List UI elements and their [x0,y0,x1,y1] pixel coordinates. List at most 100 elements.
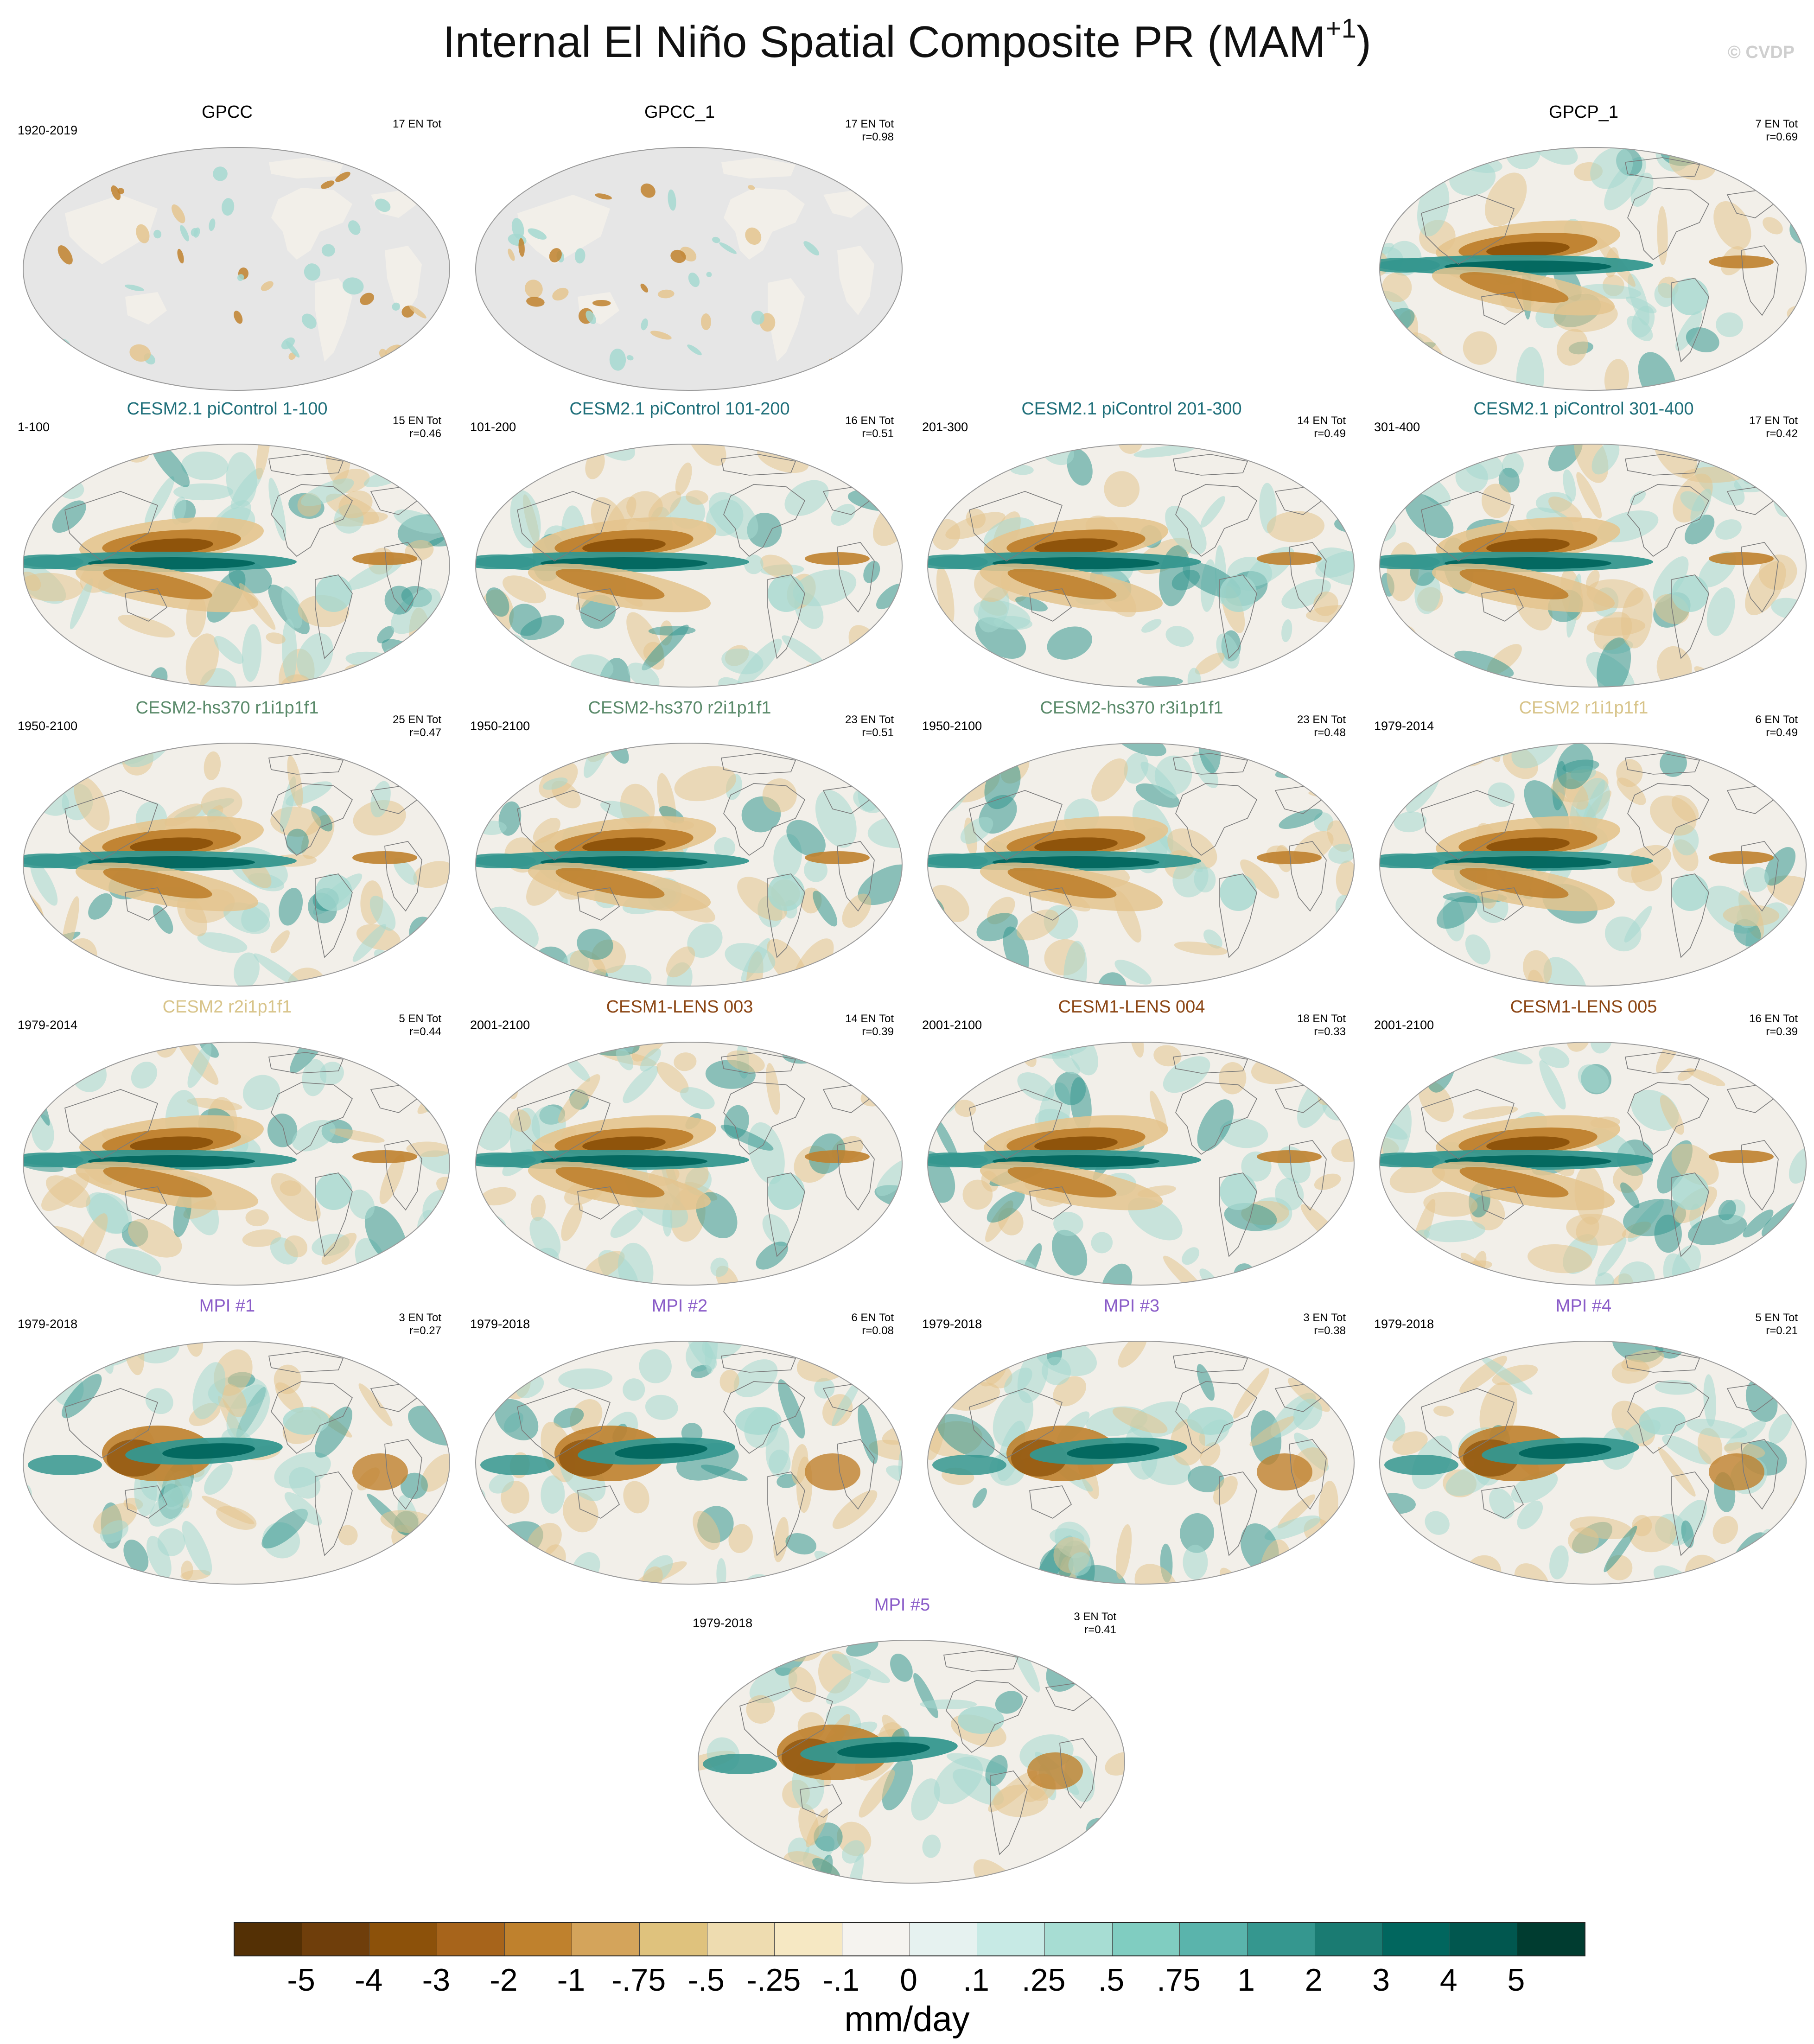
world-map [1375,144,1811,394]
panel-mpi-4: MPI #4 1979-2018 5 EN Tot r=0.21 [1366,1296,1807,1592]
panel-years: 1979-2018 [470,1317,530,1331]
panel-title: CESM2.1 piControl 201-300 [1021,399,1242,419]
copyright-mark: © CVDP [1727,43,1795,62]
panel-title: CESM2 r1i1p1f1 [1519,698,1649,718]
world-map-plot [698,1640,1125,1884]
panel-title: CESM2 r2i1p1f1 [162,997,292,1017]
world-map-plot [475,1341,903,1585]
colorbar-swatch [437,1923,505,1955]
colorbar-tick-label: -.5 [687,1962,725,1998]
panel-title: MPI #3 [1103,1296,1160,1316]
world-map-plot [23,147,450,391]
world-map-plot [23,1341,450,1585]
world-map-plot [475,743,903,987]
colorbar-tick-label: -1 [557,1962,586,1998]
world-map-plot [1379,444,1807,688]
world-map-plot [927,444,1355,688]
panel-title: GPCC_1 [644,102,715,122]
panel-years: 1950-2100 [470,719,530,733]
world-map-plot [927,1042,1355,1286]
colorbar-units: mm/day [844,1999,970,2039]
colorbar-tick-label: .75 [1157,1962,1201,1998]
panel-years: 1950-2100 [18,719,78,733]
colorbar-tick-label: .1 [963,1962,989,1998]
panel-stats: 3 EN Tot r=0.41 [1074,1611,1116,1636]
panel-title: GPCC [202,102,253,122]
world-map-plot [1379,1341,1807,1585]
panel-stats: 14 EN Tot r=0.49 [1297,414,1346,440]
panel-cesm1-lens-003: CESM1-LENS 003 2001-2100 14 EN Tot r=0.39 [462,997,903,1293]
colorbar-swatch [707,1923,775,1955]
world-map-plot [475,147,903,391]
colorbar [234,1922,1585,1956]
panel-title: CESM2.1 piControl 301-400 [1473,399,1694,419]
colorbar-swatch [235,1923,302,1955]
world-map-plot [475,444,903,688]
colorbar-swatch [302,1923,370,1955]
world-map-plot [927,1341,1355,1585]
figure-title: Internal El Niño Spatial Composite PR (M… [443,13,1371,67]
panel-gpcp-1: GPCP_1 7 EN Tot r=0.69 [1366,102,1807,399]
panel-stats: 23 EN Tot r=0.48 [1297,713,1346,739]
panel-cesm21-picontrol-201-300: CESM2.1 piControl 201-300 201-300 14 EN … [914,399,1355,695]
world-map [923,1337,1359,1588]
world-map [19,739,454,990]
panel-cesm1-lens-004: CESM1-LENS 004 2001-2100 18 EN Tot r=0.33 [914,997,1355,1293]
world-map-plot [23,743,450,987]
world-map-plot [475,1042,903,1286]
panel-stats: 3 EN Tot r=0.27 [399,1312,441,1337]
colorbar-swatch [1382,1923,1450,1955]
panel-cesm2-hs370-r3: CESM2-hs370 r3i1p1f1 1950-2100 23 EN Tot… [914,698,1355,994]
panel-cesm2-hs370-r1: CESM2-hs370 r1i1p1f1 1950-2100 25 EN Tot… [9,698,450,994]
world-map-plot [23,1042,450,1286]
panel-title: CESM2-hs370 r2i1p1f1 [588,698,771,718]
panel-cesm21-picontrol-301-400: CESM2.1 piControl 301-400 301-400 17 EN … [1366,399,1807,695]
colorbar-swatch [910,1923,978,1955]
world-map-plot [927,743,1355,987]
panel-years: 1920-2019 [18,123,78,137]
world-map [694,1636,1129,1887]
colorbar-tick-label: -4 [354,1962,383,1998]
panel-years: 2001-2100 [1374,1018,1434,1032]
panel-cesm21-picontrol-101-200: CESM2.1 piControl 101-200 101-200 16 EN … [462,399,903,695]
colorbar-swatch [504,1923,573,1955]
panel-cesm2-r2: CESM2 r2i1p1f1 1979-2014 5 EN Tot r=0.44 [9,997,450,1293]
colorbar-tick-label: -.1 [822,1962,860,1998]
colorbar-tick-label: -3 [422,1962,451,1998]
panel-title: MPI #5 [874,1595,930,1615]
panel-stats: 5 EN Tot r=0.21 [1755,1312,1798,1337]
world-map [471,144,907,394]
panel-stats: 7 EN Tot r=0.69 [1755,118,1798,143]
world-map [19,440,454,691]
panel-mpi-2: MPI #2 1979-2018 6 EN Tot r=0.08 [462,1296,903,1592]
world-map-plot [23,444,450,688]
colorbar-tick-label: 4 [1439,1962,1458,1998]
world-map-plot [1379,743,1807,987]
world-map [1375,1337,1811,1588]
world-map [471,440,907,691]
panel-title: CESM2.1 piControl 101-200 [569,399,790,419]
panel-stats: 6 EN Tot r=0.49 [1755,713,1798,739]
panel-stats: 6 EN Tot r=0.08 [851,1312,894,1337]
world-map [471,1337,907,1588]
panel-stats: 23 EN Tot r=0.51 [845,713,894,739]
panel-stats: 5 EN Tot r=0.44 [399,1012,441,1038]
colorbar-swatch [369,1923,437,1955]
panel-stats: 15 EN Tot r=0.46 [393,414,441,440]
panel-cesm1-lens-005: CESM1-LENS 005 2001-2100 16 EN Tot r=0.39 [1366,997,1807,1293]
world-map [923,1038,1359,1289]
colorbar-tick-label: -5 [287,1962,315,1998]
colorbar-tick-label: .25 [1021,1962,1066,1998]
panel-years: 2001-2100 [470,1018,530,1032]
colorbar-tick-label: .5 [1098,1962,1125,1998]
colorbar-swatch [1044,1923,1113,1955]
world-map [923,739,1359,990]
panel-title: CESM2-hs370 r1i1p1f1 [135,698,319,718]
panel-years: 1979-2018 [922,1317,982,1331]
panel-mpi-5: MPI #5 1979-2018 3 EN Tot r=0.41 [684,1595,1125,1891]
world-map [1375,739,1811,990]
panel-years: 1979-2018 [18,1317,78,1331]
colorbar-swatch [1450,1923,1518,1955]
panel-years: 1979-2014 [18,1018,78,1032]
world-map [1375,1038,1811,1289]
